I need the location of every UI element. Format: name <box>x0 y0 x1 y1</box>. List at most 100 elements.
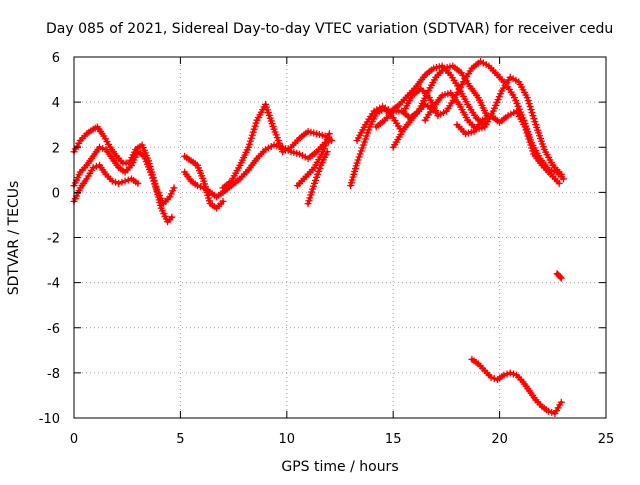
data-point <box>529 147 537 155</box>
y-tick-label: -6 <box>47 322 60 337</box>
data-point <box>524 132 532 140</box>
data-point <box>320 145 328 153</box>
series-trace-i <box>304 148 331 208</box>
data-point <box>89 164 97 172</box>
data-point <box>245 140 253 148</box>
y-tick-label: 2 <box>52 141 60 156</box>
data-point <box>360 138 368 146</box>
data-point <box>324 133 332 141</box>
y-tick-label: -2 <box>47 232 60 247</box>
data-point <box>251 122 259 130</box>
data-point <box>528 109 536 117</box>
data-point <box>545 407 553 415</box>
data-point <box>527 106 535 114</box>
data-point <box>557 274 565 282</box>
data-point <box>244 143 252 151</box>
data-point <box>168 213 176 221</box>
data-point <box>219 197 227 205</box>
data-point <box>312 176 320 184</box>
data-point <box>556 273 564 281</box>
data-point <box>327 136 335 144</box>
data-point <box>357 147 365 155</box>
data-point <box>548 408 556 416</box>
data-point <box>148 171 156 179</box>
data-point <box>118 178 126 186</box>
data-point <box>559 175 567 183</box>
data-point <box>193 182 201 190</box>
chart-title: Day 085 of 2021, Sidereal Day-to-day VTE… <box>46 21 613 37</box>
data-point <box>321 142 329 150</box>
data-point <box>525 100 533 108</box>
series-trace-d <box>181 152 227 212</box>
data-point <box>555 179 563 187</box>
data-point <box>522 126 530 134</box>
data-point <box>355 153 363 161</box>
data-point <box>503 370 511 378</box>
data-point <box>353 159 361 167</box>
data-point <box>166 193 174 201</box>
series-trace-m <box>400 58 567 183</box>
data-point <box>96 143 104 151</box>
series-trace-a <box>70 123 176 226</box>
data-point <box>359 141 367 149</box>
data-point <box>500 371 508 379</box>
y-tick-label: 6 <box>52 51 60 66</box>
data-point <box>527 141 535 149</box>
grid <box>74 57 606 418</box>
data-point <box>528 144 536 152</box>
data-point <box>310 179 318 187</box>
x-axis-label: GPS time / hours <box>281 459 398 475</box>
data-point <box>530 115 538 123</box>
data-point <box>526 103 534 111</box>
x-tick-label: 20 <box>491 432 508 447</box>
x-tick-label: 25 <box>598 432 615 447</box>
data-point <box>147 168 155 176</box>
data-point <box>364 129 372 137</box>
x-tick-label: 15 <box>385 432 402 447</box>
x-tick-label: 10 <box>279 432 296 447</box>
y-tick-label: -8 <box>47 367 60 382</box>
data-point <box>523 94 531 102</box>
data-point <box>524 97 532 105</box>
data-point <box>115 179 123 187</box>
data-point <box>322 139 330 147</box>
data-point <box>152 183 160 191</box>
data-point <box>362 135 370 143</box>
x-tick-label: 5 <box>176 432 184 447</box>
series-trace-h <box>293 130 333 190</box>
data-point <box>92 162 100 170</box>
data-point <box>358 144 366 152</box>
data-point <box>108 177 116 185</box>
data-point <box>249 128 257 136</box>
data-point <box>134 179 142 187</box>
data-point <box>557 170 565 178</box>
data-point <box>99 144 107 152</box>
data-point <box>354 156 362 164</box>
series-trace-p <box>389 100 440 151</box>
y-tick-label: -10 <box>39 412 60 427</box>
data-point <box>167 190 175 198</box>
data-point <box>523 129 531 137</box>
data-point <box>250 125 258 133</box>
data-point <box>323 148 331 156</box>
data-point <box>111 178 119 186</box>
data-point <box>315 167 323 175</box>
data-point <box>365 126 373 134</box>
data-point <box>531 118 539 126</box>
data-marks <box>70 58 567 417</box>
series-trace-g <box>219 136 335 196</box>
data-point <box>248 131 256 139</box>
data-point <box>313 173 321 181</box>
data-point <box>197 183 205 191</box>
data-point <box>363 132 371 140</box>
data-point <box>150 177 158 185</box>
data-point <box>356 150 364 158</box>
data-point <box>314 170 322 178</box>
y-axis-label: SDTVAR / TECUs <box>6 181 22 296</box>
data-point <box>557 398 565 406</box>
data-point <box>487 373 495 381</box>
series-trace-o <box>453 107 563 187</box>
